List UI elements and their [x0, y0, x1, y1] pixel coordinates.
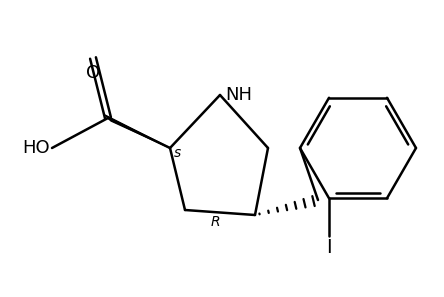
Polygon shape — [105, 115, 170, 148]
Text: R: R — [210, 215, 220, 229]
Text: s: s — [174, 146, 181, 160]
Text: I: I — [326, 238, 332, 257]
Text: NH: NH — [225, 86, 252, 104]
Text: HO: HO — [22, 139, 50, 157]
Text: O: O — [86, 64, 100, 82]
